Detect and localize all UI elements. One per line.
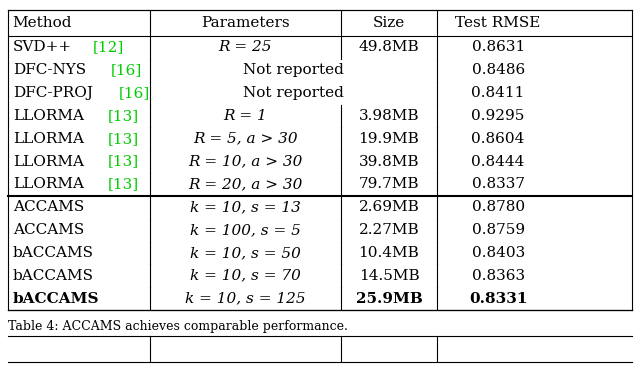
Text: 0.8337: 0.8337 (472, 177, 525, 192)
Text: 10.4MB: 10.4MB (358, 246, 419, 260)
Text: R = 10, a > 30: R = 10, a > 30 (188, 155, 303, 169)
Text: k = 10, s = 13: k = 10, s = 13 (190, 200, 301, 214)
Text: Method: Method (12, 16, 72, 30)
Text: k = 10, s = 125: k = 10, s = 125 (185, 292, 306, 305)
Text: 0.8411: 0.8411 (472, 86, 525, 100)
Text: R = 20, a > 30: R = 20, a > 30 (188, 177, 303, 192)
Text: LLORMA: LLORMA (13, 177, 84, 192)
Text: k = 10, s = 70: k = 10, s = 70 (190, 269, 301, 283)
Text: [12]: [12] (92, 41, 124, 54)
Text: 19.9MB: 19.9MB (358, 132, 419, 146)
Text: 3.98MB: 3.98MB (358, 109, 419, 123)
Text: 79.7MB: 79.7MB (358, 177, 419, 192)
Text: 0.8444: 0.8444 (472, 155, 525, 169)
Text: DFC-NYS: DFC-NYS (13, 63, 86, 77)
Text: Not reported: Not reported (243, 63, 344, 77)
Text: R = 5, a > 30: R = 5, a > 30 (193, 132, 298, 146)
Text: 0.8631: 0.8631 (472, 41, 525, 54)
Text: 0.9295: 0.9295 (472, 109, 525, 123)
Text: [13]: [13] (108, 155, 139, 169)
Text: k = 100, s = 5: k = 100, s = 5 (190, 223, 301, 237)
Text: LLORMA: LLORMA (13, 132, 84, 146)
Text: [16]: [16] (110, 63, 141, 77)
Text: SVD++: SVD++ (13, 41, 72, 54)
Text: 0.8780: 0.8780 (472, 200, 525, 214)
Text: 0.8331: 0.8331 (469, 292, 527, 305)
Text: 0.8604: 0.8604 (472, 132, 525, 146)
Text: ACCAMS: ACCAMS (13, 200, 84, 214)
Text: 14.5MB: 14.5MB (358, 269, 419, 283)
Text: [13]: [13] (108, 132, 139, 146)
Text: Table 4: ACCAMS achieves comparable performance.: Table 4: ACCAMS achieves comparable perf… (8, 320, 348, 333)
Text: 0.8486: 0.8486 (472, 63, 525, 77)
Text: 0.8403: 0.8403 (472, 246, 525, 260)
Text: 2.69MB: 2.69MB (358, 200, 419, 214)
Text: ACCAMS: ACCAMS (13, 223, 84, 237)
Text: [16]: [16] (119, 86, 150, 100)
Text: bACCAMS: bACCAMS (13, 269, 94, 283)
Text: DFC-PROJ: DFC-PROJ (13, 86, 93, 100)
Text: 25.9MB: 25.9MB (355, 292, 422, 305)
Text: Parameters: Parameters (201, 16, 290, 30)
Text: LLORMA: LLORMA (13, 109, 84, 123)
Text: Not reported: Not reported (243, 86, 344, 100)
Text: 0.8759: 0.8759 (472, 223, 525, 237)
Text: Size: Size (373, 16, 405, 30)
Text: bACCAMS: bACCAMS (13, 246, 94, 260)
Text: 49.8MB: 49.8MB (358, 41, 419, 54)
Text: 2.27MB: 2.27MB (358, 223, 419, 237)
Text: 39.8MB: 39.8MB (358, 155, 419, 169)
Text: LLORMA: LLORMA (13, 155, 84, 169)
Text: [13]: [13] (108, 109, 139, 123)
Text: R = 25: R = 25 (219, 41, 272, 54)
Text: Test RMSE: Test RMSE (456, 16, 541, 30)
Text: [13]: [13] (108, 177, 139, 192)
Text: bACCAMS: bACCAMS (13, 292, 99, 305)
Text: k = 10, s = 50: k = 10, s = 50 (190, 246, 301, 260)
Text: 0.8363: 0.8363 (472, 269, 525, 283)
Text: R = 1: R = 1 (223, 109, 268, 123)
